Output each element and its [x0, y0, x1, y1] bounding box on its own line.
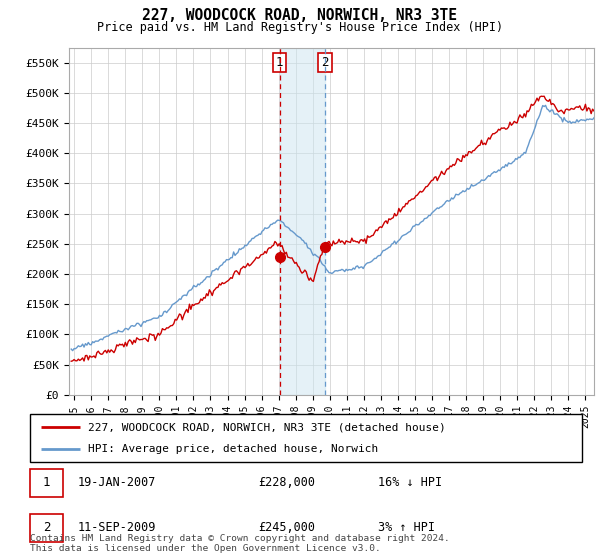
Text: £245,000: £245,000 [258, 521, 315, 534]
Text: Price paid vs. HM Land Registry's House Price Index (HPI): Price paid vs. HM Land Registry's House … [97, 21, 503, 34]
Text: 227, WOODCOCK ROAD, NORWICH, NR3 3TE: 227, WOODCOCK ROAD, NORWICH, NR3 3TE [143, 8, 458, 24]
Text: 3% ↑ HPI: 3% ↑ HPI [378, 521, 435, 534]
Text: 19-JAN-2007: 19-JAN-2007 [78, 477, 157, 489]
Text: Contains HM Land Registry data © Crown copyright and database right 2024.
This d: Contains HM Land Registry data © Crown c… [30, 534, 450, 553]
Text: HPI: Average price, detached house, Norwich: HPI: Average price, detached house, Norw… [88, 444, 378, 454]
Text: £228,000: £228,000 [258, 477, 315, 489]
Bar [280, 48, 325, 395]
Text: 2: 2 [321, 57, 329, 69]
Text: 11-SEP-2009: 11-SEP-2009 [78, 521, 157, 534]
Text: 2: 2 [43, 521, 50, 534]
Text: 227, WOODCOCK ROAD, NORWICH, NR3 3TE (detached house): 227, WOODCOCK ROAD, NORWICH, NR3 3TE (de… [88, 422, 446, 432]
Text: 1: 1 [43, 477, 50, 489]
Text: 1: 1 [276, 57, 283, 69]
Text: 16% ↓ HPI: 16% ↓ HPI [378, 477, 442, 489]
